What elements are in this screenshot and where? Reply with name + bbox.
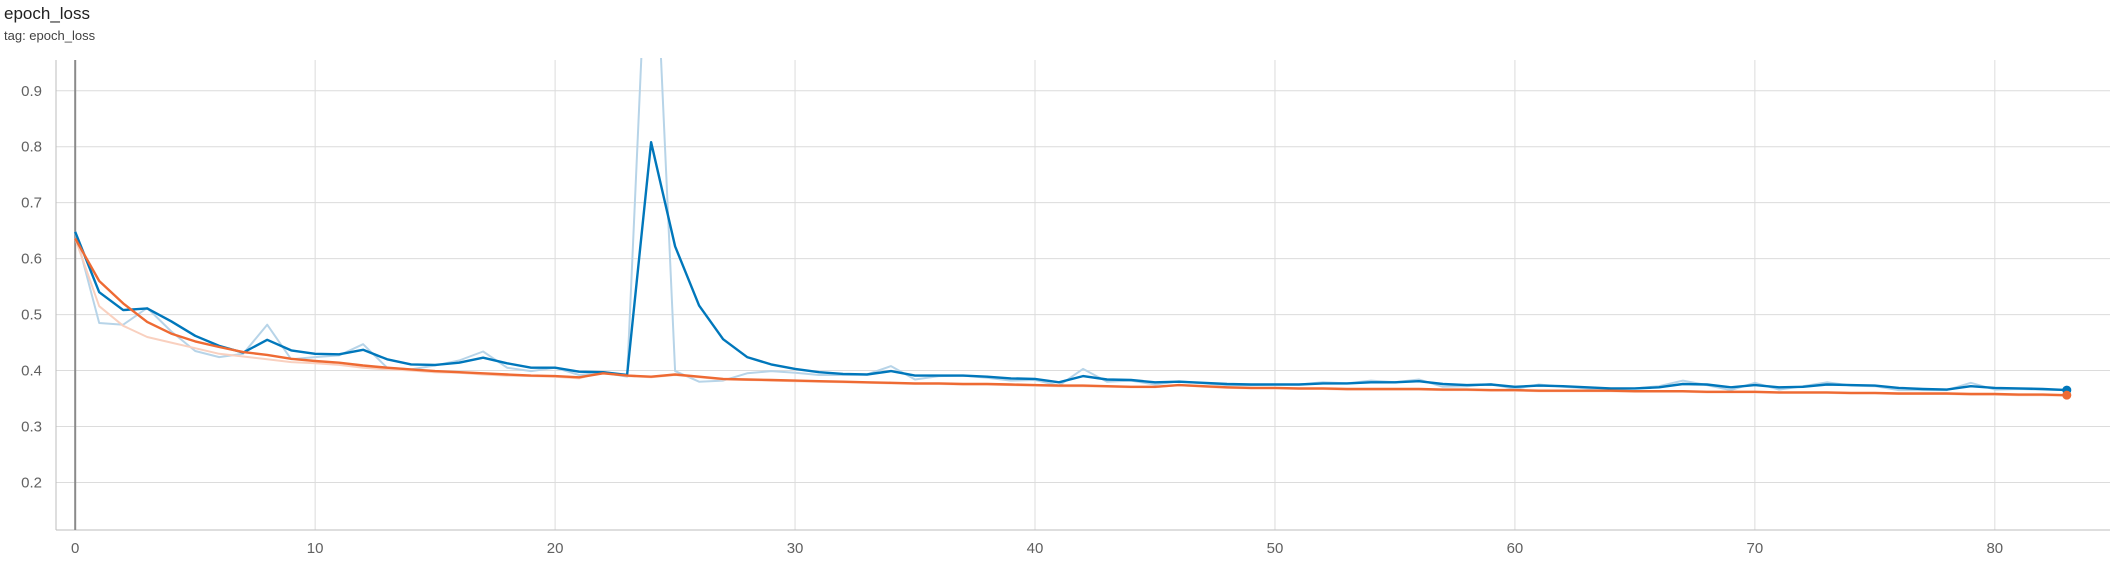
y-tick-label: 0.8 xyxy=(21,139,42,156)
chart-title: epoch_loss xyxy=(4,4,91,23)
y-tick-label: 0.3 xyxy=(21,418,42,435)
x-tick-label: 20 xyxy=(547,540,564,557)
x-tick-label: 30 xyxy=(787,540,804,557)
y-tick-label: 0.9 xyxy=(21,83,42,100)
y-tick-label: 0.6 xyxy=(21,251,42,268)
raw-series-layer xyxy=(74,58,2067,397)
end-point-series-2 xyxy=(2062,390,2072,400)
chart-tag: tag: epoch_loss xyxy=(4,28,96,43)
axis-ticks: 0.2 0.3 0.4 0.5 0.6 0.7 0.8 0.9 0 10 20 30 40 50 60 70 8… xyxy=(21,83,2003,557)
x-tick-label: 70 xyxy=(1747,540,1764,557)
y-tick-label: 0.7 xyxy=(21,195,42,212)
smoothed-line-series-2 xyxy=(74,237,2067,397)
y-tick-label: 0.2 xyxy=(21,474,42,491)
y-tick-label: 0.5 xyxy=(21,307,42,324)
raw-line-series-2 xyxy=(74,238,2067,397)
x-tick-label: 10 xyxy=(307,540,324,557)
y-tick-label: 0.4 xyxy=(21,363,42,380)
x-tick-label: 60 xyxy=(1507,540,1524,557)
x-tick-label: 80 xyxy=(1986,540,2003,557)
x-tick-label: 40 xyxy=(1027,540,1044,557)
end-points-layer xyxy=(2062,385,2072,400)
grid xyxy=(55,60,2110,531)
smoothed-line-series-1 xyxy=(74,141,2067,392)
smoothed-series-layer xyxy=(74,141,2067,397)
raw-line-series-1 xyxy=(74,58,2067,392)
x-tick-label: 50 xyxy=(1267,540,1284,557)
x-tick-label: 0 xyxy=(71,540,79,557)
